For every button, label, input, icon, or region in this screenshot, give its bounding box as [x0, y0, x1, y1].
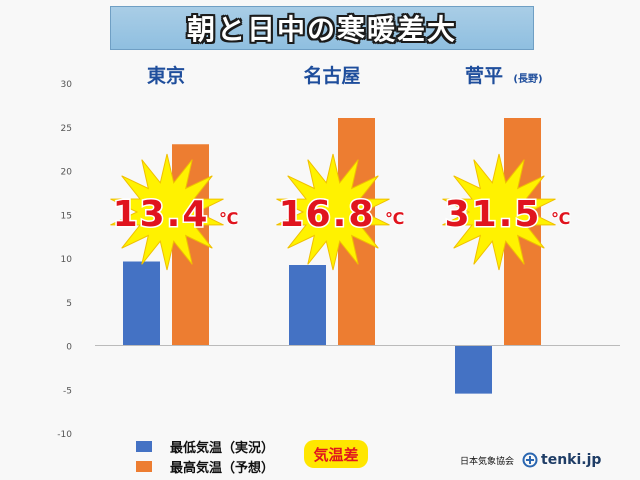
y-tick-label: 30 — [61, 80, 73, 90]
legend-item-max: 最高気温（予想） — [136, 456, 274, 476]
y-tick-label: 20 — [61, 168, 73, 178]
tenki-logo-icon — [522, 452, 538, 468]
legend-item-min: 最低気温（実況） — [136, 436, 274, 456]
y-tick-label: 25 — [61, 124, 72, 134]
y-tick-label: 15 — [61, 211, 72, 221]
y-tick-label: 5 — [66, 299, 72, 309]
starburst-shape — [110, 153, 224, 271]
y-tick-label: -10 — [57, 430, 72, 440]
y-tick-label: 10 — [61, 255, 73, 265]
bar-min-temp — [455, 345, 492, 394]
legend-swatch-max — [136, 460, 152, 472]
y-tick-label: 0 — [66, 343, 72, 353]
source-text: 日本気象協会 — [460, 456, 515, 467]
legend: 最低気温（実況） 最高気温（予想） — [136, 436, 274, 476]
bar-min-temp — [123, 261, 160, 346]
difference-unit: ℃ — [385, 209, 404, 228]
difference-legend-label: 気温差 — [304, 440, 368, 468]
difference-value: 16.8 — [279, 194, 376, 235]
category-label: 菅平 — [465, 64, 503, 87]
bar-min-temp — [289, 265, 326, 346]
tenki-logo-text: tenki.jp — [541, 452, 602, 468]
difference-value: 13.4 — [113, 194, 210, 235]
difference-value: 31.5 — [445, 194, 542, 235]
category-label: 名古屋 — [303, 64, 360, 87]
legend-label-min: 最低気温（実況） — [170, 440, 275, 456]
legend-label-max: 最高気温（予想） — [170, 460, 275, 476]
y-tick-label: -5 — [63, 386, 72, 396]
starburst-shape — [442, 153, 556, 271]
category-label: 東京 — [147, 64, 185, 87]
tenki-logo: tenki.jp — [522, 452, 601, 468]
credits: 日本気象協会 tenki.jp — [460, 452, 601, 468]
difference-unit: ℃ — [551, 209, 570, 228]
difference-unit: ℃ — [219, 209, 238, 228]
title-banner: 朝と日中の寒暖差大 — [110, 6, 534, 50]
legend-swatch-min — [136, 440, 152, 452]
category-note: (長野) — [513, 73, 542, 85]
starburst-shape — [276, 153, 390, 271]
chart-title: 朝と日中の寒暖差大 — [186, 13, 457, 46]
